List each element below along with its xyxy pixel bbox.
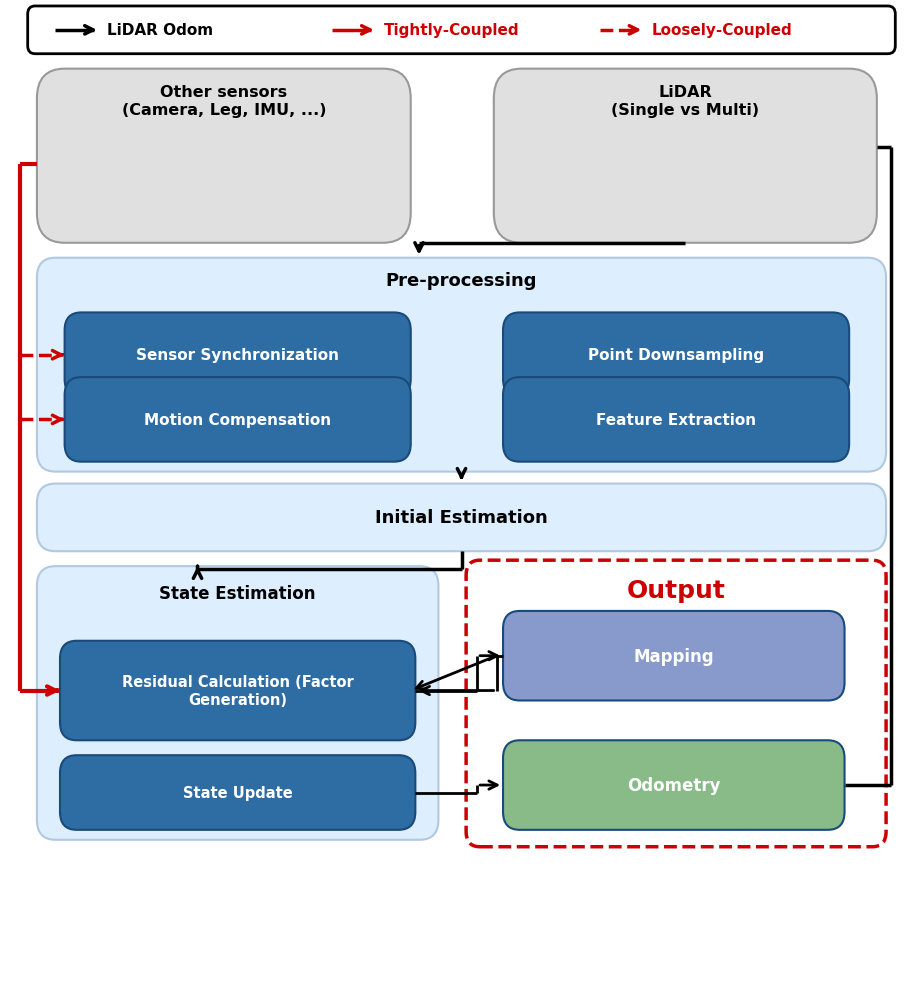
Text: Feature Extraction: Feature Extraction (596, 413, 756, 427)
FancyBboxPatch shape (503, 378, 849, 462)
Text: Mapping: Mapping (633, 647, 714, 665)
Text: Odometry: Odometry (627, 776, 721, 794)
Text: LiDAR
(Single vs Multi): LiDAR (Single vs Multi) (611, 84, 760, 118)
FancyBboxPatch shape (466, 561, 886, 847)
FancyBboxPatch shape (494, 70, 877, 244)
FancyBboxPatch shape (60, 641, 415, 741)
Text: Initial Estimation: Initial Estimation (375, 509, 548, 527)
FancyBboxPatch shape (37, 484, 886, 552)
FancyBboxPatch shape (37, 258, 886, 472)
Text: Motion Compensation: Motion Compensation (144, 413, 331, 427)
Text: Loosely-Coupled: Loosely-Coupled (652, 23, 792, 39)
FancyBboxPatch shape (28, 7, 895, 55)
FancyBboxPatch shape (65, 378, 411, 462)
FancyBboxPatch shape (60, 755, 415, 830)
Text: Tightly-Coupled: Tightly-Coupled (384, 23, 520, 39)
Text: LiDAR Odom: LiDAR Odom (107, 23, 213, 39)
Text: State Update: State Update (183, 785, 293, 800)
Text: Output: Output (627, 579, 725, 602)
Text: Point Downsampling: Point Downsampling (588, 348, 764, 363)
FancyBboxPatch shape (503, 611, 845, 701)
FancyBboxPatch shape (37, 70, 411, 244)
FancyBboxPatch shape (503, 741, 845, 830)
Text: State Estimation: State Estimation (160, 584, 316, 602)
Text: Pre-processing: Pre-processing (386, 271, 537, 289)
FancyBboxPatch shape (37, 567, 438, 840)
FancyBboxPatch shape (503, 313, 849, 398)
Text: Other sensors
(Camera, Leg, IMU, ...): Other sensors (Camera, Leg, IMU, ...) (122, 84, 326, 118)
Text: Sensor Synchronization: Sensor Synchronization (137, 348, 339, 363)
Text: Residual Calculation (Factor
Generation): Residual Calculation (Factor Generation) (122, 674, 354, 708)
FancyBboxPatch shape (65, 313, 411, 398)
